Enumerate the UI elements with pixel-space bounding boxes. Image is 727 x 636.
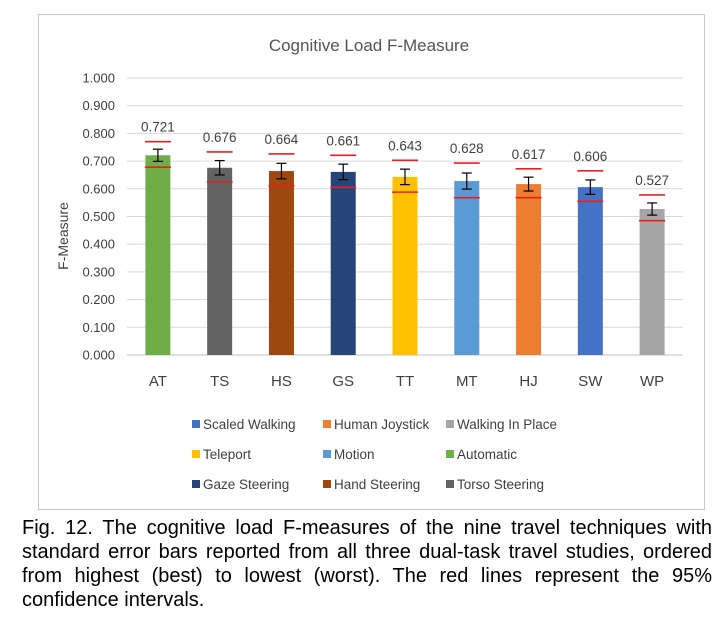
legend-swatch xyxy=(446,420,454,428)
x-tick-label: SW xyxy=(578,373,603,390)
y-tick-label: 0.700 xyxy=(82,154,115,169)
y-tick-label: 0.600 xyxy=(82,181,115,196)
y-tick-label: 0.000 xyxy=(82,348,115,363)
bar xyxy=(330,171,356,355)
legend-label: Motion xyxy=(334,447,375,462)
bar xyxy=(207,167,233,355)
legend-label: Automatic xyxy=(457,447,517,462)
y-tick-label: 0.500 xyxy=(82,209,115,224)
value-labels: 0.721 0.676 0.664 0.661 0.643 0.628 0.617 0.606… xyxy=(141,120,669,188)
bar xyxy=(392,176,418,355)
legend-swatch xyxy=(323,480,331,488)
confidence-interval-lines xyxy=(144,140,666,222)
legend-swatch xyxy=(192,480,200,488)
bar xyxy=(454,181,480,355)
x-tick-label: HJ xyxy=(519,373,537,390)
y-tick-labels: 0.000 0.100 0.200 0.300 0.400 0.500 0.600 0.700… xyxy=(82,71,115,363)
value-label: 0.676 xyxy=(203,130,237,145)
y-tick-label: 0.900 xyxy=(82,98,115,113)
legend-label: Hand Steering xyxy=(334,477,420,492)
x-tick-label: AT xyxy=(149,373,167,390)
y-tick-label: 1.000 xyxy=(82,71,115,86)
bar xyxy=(639,209,665,355)
chart-title: Cognitive Load F-Measure xyxy=(269,36,469,55)
legend-swatch xyxy=(446,450,454,458)
x-tick-label: GS xyxy=(332,373,354,390)
legend-swatch xyxy=(192,420,200,428)
legend-swatch xyxy=(446,480,454,488)
y-tick-label: 0.400 xyxy=(82,237,115,252)
bar xyxy=(516,184,542,355)
legend-swatch xyxy=(323,450,331,458)
y-tick-label: 0.200 xyxy=(82,292,115,307)
x-tick-label: WP xyxy=(640,373,664,390)
bars xyxy=(145,155,665,355)
legend-label: Human Joystick xyxy=(334,417,430,432)
bar xyxy=(268,171,294,355)
legend-label: Torso Steering xyxy=(457,477,544,492)
x-tick-label: HS xyxy=(271,373,292,390)
value-label: 0.606 xyxy=(573,149,607,164)
legend-label: Walking In Place xyxy=(457,417,557,432)
legend: Scaled Walking Human Joystick Walking In P… xyxy=(192,417,557,492)
value-label: 0.664 xyxy=(265,132,299,147)
chart-frame: Cognitive Load F-Measure 0.000 0.100 0.200… xyxy=(38,14,705,510)
x-tick-labels: AT TS HS GS TT MT HJ SW WP xyxy=(149,373,664,390)
value-label: 0.527 xyxy=(635,173,669,188)
value-label: 0.721 xyxy=(141,120,175,135)
bar xyxy=(145,155,171,355)
y-axis-label: F-Measure xyxy=(55,202,71,270)
legend-label: Gaze Steering xyxy=(203,477,289,492)
value-label: 0.643 xyxy=(388,138,422,153)
value-label: 0.661 xyxy=(326,133,360,148)
x-tick-label: TT xyxy=(396,373,414,390)
legend-swatch xyxy=(323,420,331,428)
figure-caption: Fig. 12. The cognitive load F-measures o… xyxy=(22,517,712,611)
error-bars xyxy=(152,148,658,216)
bar xyxy=(577,187,603,355)
legend-swatch xyxy=(192,450,200,458)
legend-label: Teleport xyxy=(203,447,251,462)
value-label: 0.617 xyxy=(512,147,546,162)
y-tick-label: 0.800 xyxy=(82,126,115,141)
y-tick-label: 0.300 xyxy=(82,264,115,279)
chart: Cognitive Load F-Measure 0.000 0.100 0.200… xyxy=(55,36,683,492)
legend-label: Scaled Walking xyxy=(203,417,296,432)
y-tick-label: 0.100 xyxy=(82,320,115,335)
x-tick-label: MT xyxy=(456,373,478,390)
x-tick-label: TS xyxy=(210,373,229,390)
value-label: 0.628 xyxy=(450,141,484,156)
